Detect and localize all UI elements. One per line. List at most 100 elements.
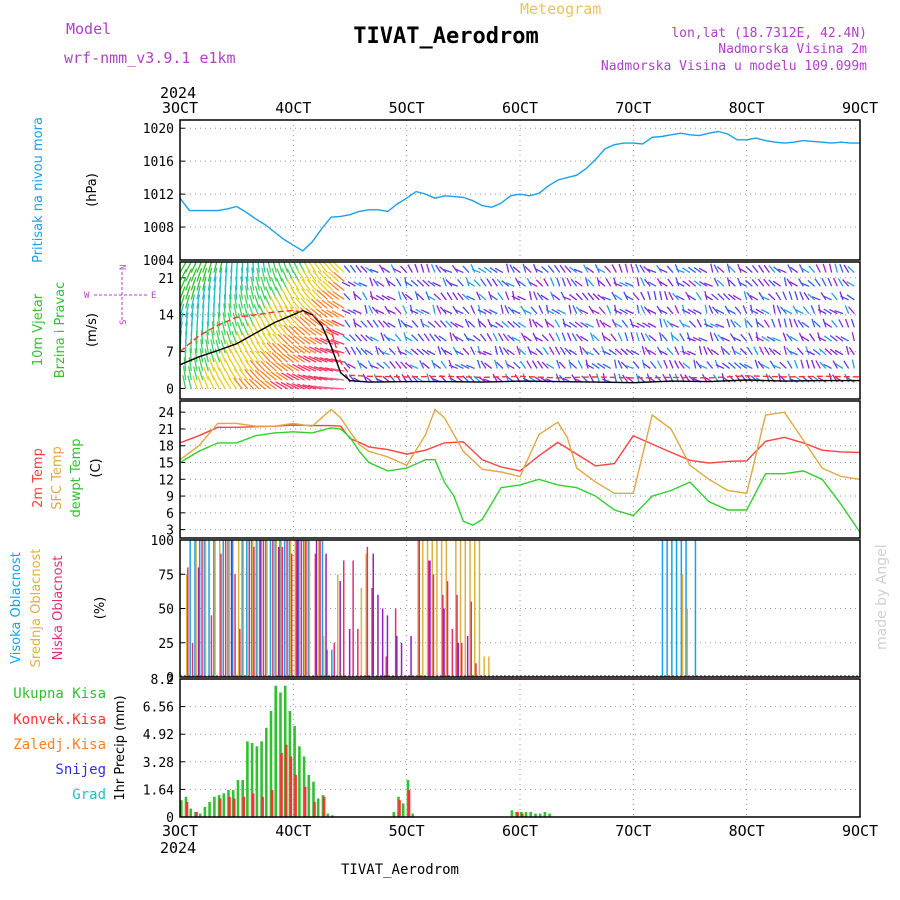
temperature-ytick-label: 3	[166, 524, 174, 539]
clouds-bar	[385, 656, 387, 677]
precip-bar	[222, 793, 226, 817]
clouds-bar	[302, 540, 305, 677]
precip-bar	[331, 815, 334, 817]
clouds-bar	[304, 540, 306, 677]
clouds-bar	[432, 574, 435, 677]
clouds-bar	[314, 553, 317, 677]
clouds-bar	[685, 540, 687, 677]
clouds-bar	[451, 629, 454, 677]
clouds-bar	[224, 540, 227, 677]
clouds-bar	[377, 594, 379, 677]
clouds-bar	[291, 553, 293, 677]
clouds-frame	[179, 539, 861, 678]
clouds-bar	[326, 649, 328, 677]
clouds-bar	[191, 642, 194, 677]
temperature-series-line	[180, 427, 860, 533]
clouds-bar	[483, 656, 485, 677]
precip-bar	[242, 796, 245, 817]
clouds-bar	[381, 608, 384, 677]
pressure-ytick-label: 1016	[143, 155, 174, 170]
precip-bar	[265, 727, 268, 817]
wind-frame	[179, 261, 861, 400]
clouds-bar	[228, 540, 230, 677]
precip-bar	[269, 711, 273, 817]
clouds-bar	[321, 540, 324, 677]
top-time-label: 5OCT	[389, 99, 425, 117]
precip-legend: Ukupna Kisa Konvek.Kisa Zaledj.Kisa Snijeg G…	[13, 686, 106, 803]
clouds-bar	[461, 642, 463, 677]
precip-bar	[407, 790, 411, 817]
clouds-bar	[208, 540, 210, 677]
temperature-ytick-label: 15	[158, 457, 174, 472]
precip-bar	[251, 793, 255, 817]
clouds-bar	[242, 540, 245, 677]
precip-bar	[521, 813, 524, 817]
clouds-bar	[280, 540, 282, 677]
wind-ylabel: 10m Vjetar	[31, 293, 46, 366]
model-name: wrf-nmm_v3.9.1 e1km	[64, 49, 236, 67]
clouds-bar	[203, 540, 206, 677]
top-time-label: 8OCT	[729, 99, 765, 117]
clouds-bar	[194, 540, 196, 677]
wind-ylabel-sub: Brzina i Pravac	[53, 282, 68, 379]
cloud-ylabel-low: Niska Oblacnost	[51, 556, 66, 661]
bottom-time-axis: 3OCT 4OCT 5OCT 6OCT 7OCT 8OCT 9OCT	[162, 822, 878, 840]
model-altitude: Nadmorska Visina u modelu 109.099m	[601, 59, 867, 74]
clouds-bar	[210, 615, 213, 677]
wind-panel: 0 7 14 21	[158, 261, 861, 400]
clouds-bar	[248, 540, 250, 677]
clouds-bar	[422, 540, 424, 677]
meteogram-label: Meteogram	[520, 0, 601, 18]
clouds-bar	[187, 567, 189, 677]
clouds-bar	[246, 540, 248, 677]
clouds-bar	[230, 540, 233, 677]
clouds-bar	[274, 540, 276, 677]
clouds-bar	[464, 540, 466, 677]
clouds-bar	[286, 540, 288, 677]
precip-bar	[180, 800, 183, 817]
precip-bar	[411, 813, 414, 817]
clouds-bar	[418, 540, 420, 677]
temp-ylabel-2m: 2m Temp	[31, 448, 46, 508]
clouds-bar	[348, 629, 351, 677]
temp-unit: (C)	[89, 458, 104, 477]
clouds-bar	[694, 540, 697, 677]
clouds-bar	[365, 553, 367, 677]
lonlat: lon,lat (18.7312E, 42.4N)	[671, 26, 867, 41]
precip-bar	[307, 774, 311, 817]
top-time-label: 3OCT	[162, 99, 198, 117]
clouds-bar	[446, 581, 449, 677]
precip-legend-label: Zaledj.Kisa	[13, 737, 106, 753]
precip-bar	[326, 813, 329, 817]
precip-bar	[203, 806, 207, 817]
precip-bar	[392, 812, 396, 817]
precip-bar	[198, 813, 202, 817]
clouds-bar	[671, 540, 673, 677]
cloud-unit: (%)	[93, 597, 108, 620]
wind-series-line	[180, 309, 860, 379]
temperature-series-line	[180, 424, 860, 472]
clouds-bar	[289, 540, 292, 677]
precip-bar	[232, 798, 236, 817]
station-title: TIVAT_Aerodrom	[353, 24, 538, 49]
pressure-ytick-label: 1004	[143, 254, 174, 269]
clouds-bar	[474, 540, 476, 677]
clouds-ytick-label: 50	[158, 603, 174, 618]
precip-bar	[236, 780, 240, 817]
precip-ytick-label: 0	[166, 811, 174, 826]
clouds-bar	[300, 540, 302, 677]
top-time-label: 9OCT	[842, 99, 878, 117]
wind-ytick-label: 7	[166, 346, 174, 361]
clouds-bar	[445, 540, 448, 677]
precip-bar	[316, 798, 320, 817]
clouds-bar	[220, 553, 222, 677]
compass-icon: N S W E	[84, 265, 156, 325]
precip-bar	[246, 741, 249, 817]
bottom-time-label: 7OCT	[615, 822, 651, 840]
clouds-bar	[197, 567, 200, 677]
clouds-bar	[666, 540, 668, 677]
clouds-bar	[185, 574, 188, 677]
clouds-bar	[331, 649, 333, 677]
clouds-bar	[288, 540, 291, 677]
